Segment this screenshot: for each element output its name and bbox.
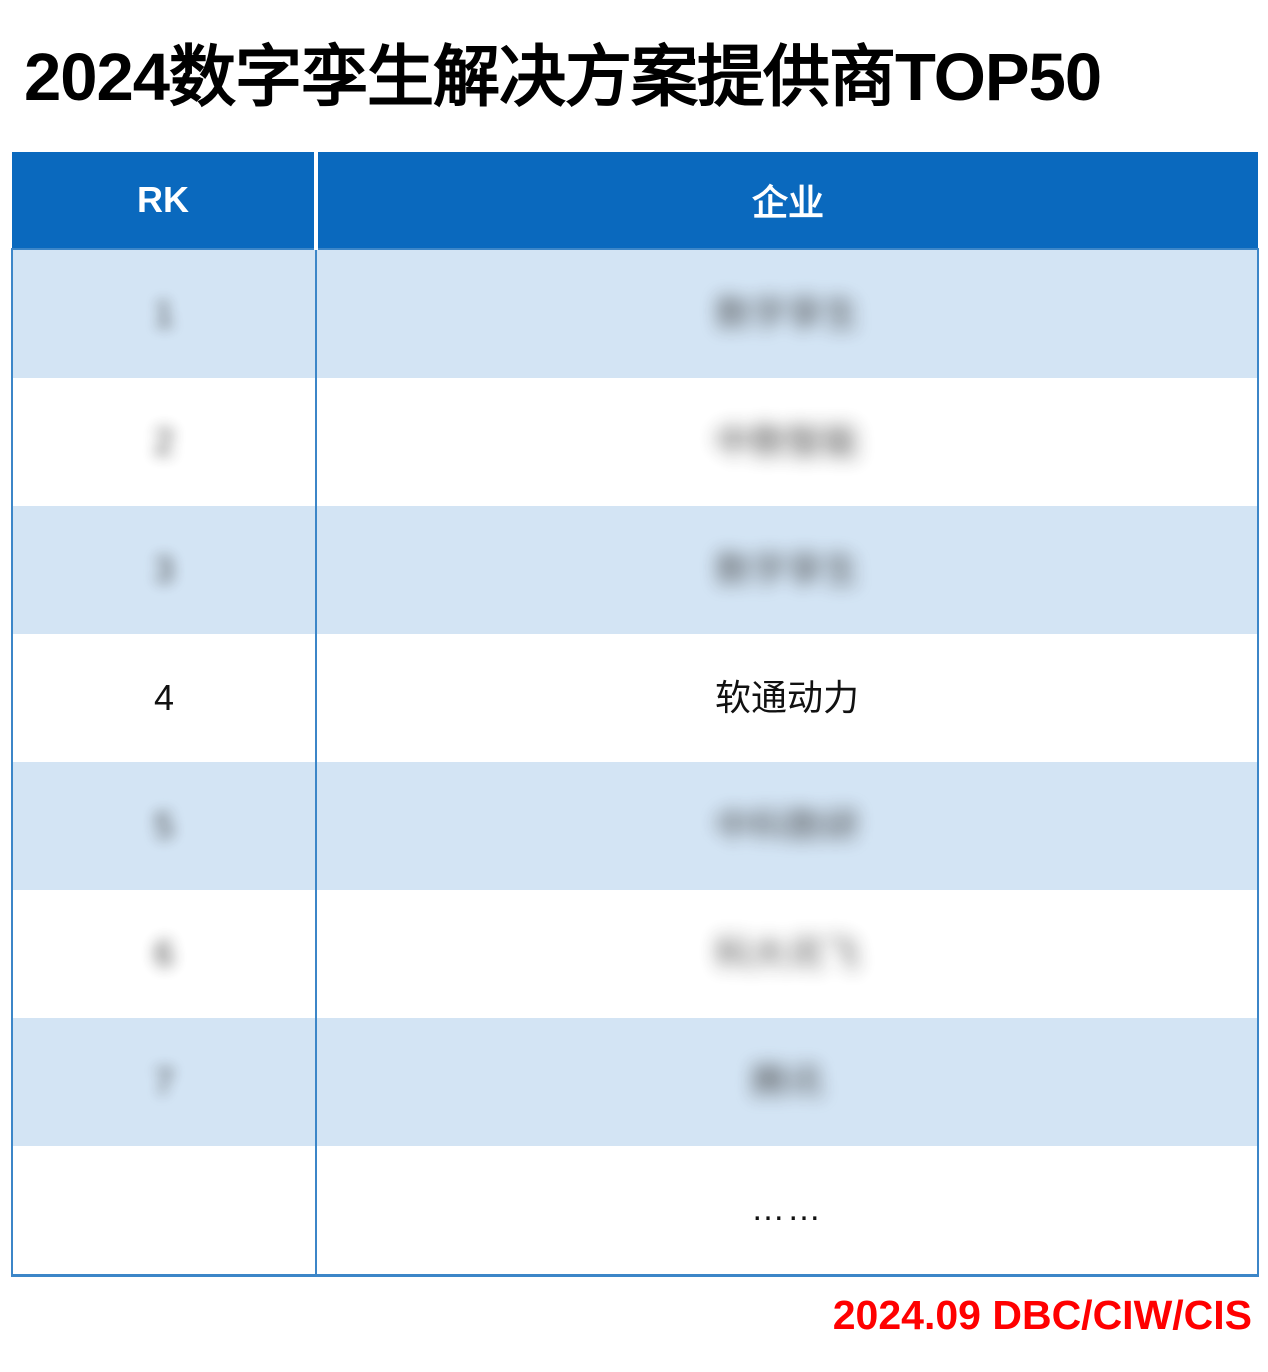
cell-company: 数字孪生 [315, 506, 1259, 634]
rank-value: 6 [153, 933, 175, 975]
rank-value: 2 [153, 421, 175, 463]
table-row: 2 中数智能 [11, 378, 1259, 506]
cell-rank: 3 [11, 506, 317, 634]
table-row: 5 中科数研 [11, 762, 1259, 890]
column-header-rk: RK [12, 152, 318, 249]
company-name: 科大讯飞 [714, 933, 859, 975]
table-header: RK 企业 [12, 152, 1258, 249]
source-attribution: 2024.09 DBC/CIW/CIS [832, 1292, 1252, 1338]
company-name: 数字孪生 [714, 549, 859, 591]
table-row: 3 数字孪生 [11, 506, 1259, 634]
cell-company: 数字孪生 [315, 248, 1259, 378]
table-row: 1 数字孪生 [11, 248, 1259, 378]
company-name: 中科数研 [714, 805, 859, 847]
column-header-company: 企业 [316, 152, 1258, 249]
rank-value: 3 [153, 549, 175, 591]
cell-company: 腾讯 [315, 1018, 1259, 1146]
table-row: 7 腾讯 [11, 1018, 1259, 1146]
rank-value: 4 [153, 677, 175, 719]
company-name: 中数智能 [714, 421, 859, 463]
company-name: 软通动力 [714, 677, 859, 719]
cell-rank: 1 [11, 248, 317, 378]
cell-rank: 4 [11, 634, 317, 762]
cell-rank: 7 [11, 1018, 317, 1146]
cell-rank: 6 [11, 890, 317, 1018]
rank-value: 5 [153, 805, 175, 847]
table-row: 4 软通动力 [11, 634, 1259, 762]
company-name: …… [751, 1190, 823, 1229]
table-row: …… [11, 1146, 1259, 1277]
company-name: 腾讯 [750, 1061, 823, 1103]
cell-company: 中科数研 [315, 762, 1259, 890]
ranking-table-container: RK 企业 1 数字孪生 2 中数智能 3 数字孪生 4 软通动力 5 中科数研 6 科大讯飞 7 腾讯 …… [11, 152, 1259, 1277]
cell-rank [11, 1146, 317, 1277]
table-header-row: RK 企业 [12, 152, 1258, 249]
cell-company: 中数智能 [315, 378, 1259, 506]
cell-rank: 2 [11, 378, 317, 506]
table-body: 1 数字孪生 2 中数智能 3 数字孪生 4 软通动力 5 中科数研 6 科大讯飞 7 腾讯 …… [11, 248, 1259, 1277]
cell-rank: 5 [11, 762, 317, 890]
cell-company: …… [315, 1146, 1259, 1277]
cell-company: 软通动力 [315, 634, 1259, 762]
ranking-table: RK 企业 1 数字孪生 2 中数智能 3 数字孪生 4 软通动力 5 中科数研 6 科大讯飞 7 腾讯 …… [11, 152, 1259, 1277]
rank-value: 1 [153, 293, 175, 335]
company-name: 数字孪生 [714, 293, 859, 335]
page-title: 2024数字孪生解决方案提供商TOP50 [24, 40, 1102, 115]
cell-company: 科大讯飞 [315, 890, 1259, 1018]
rank-value: 7 [153, 1061, 175, 1103]
table-row: 6 科大讯飞 [11, 890, 1259, 1018]
